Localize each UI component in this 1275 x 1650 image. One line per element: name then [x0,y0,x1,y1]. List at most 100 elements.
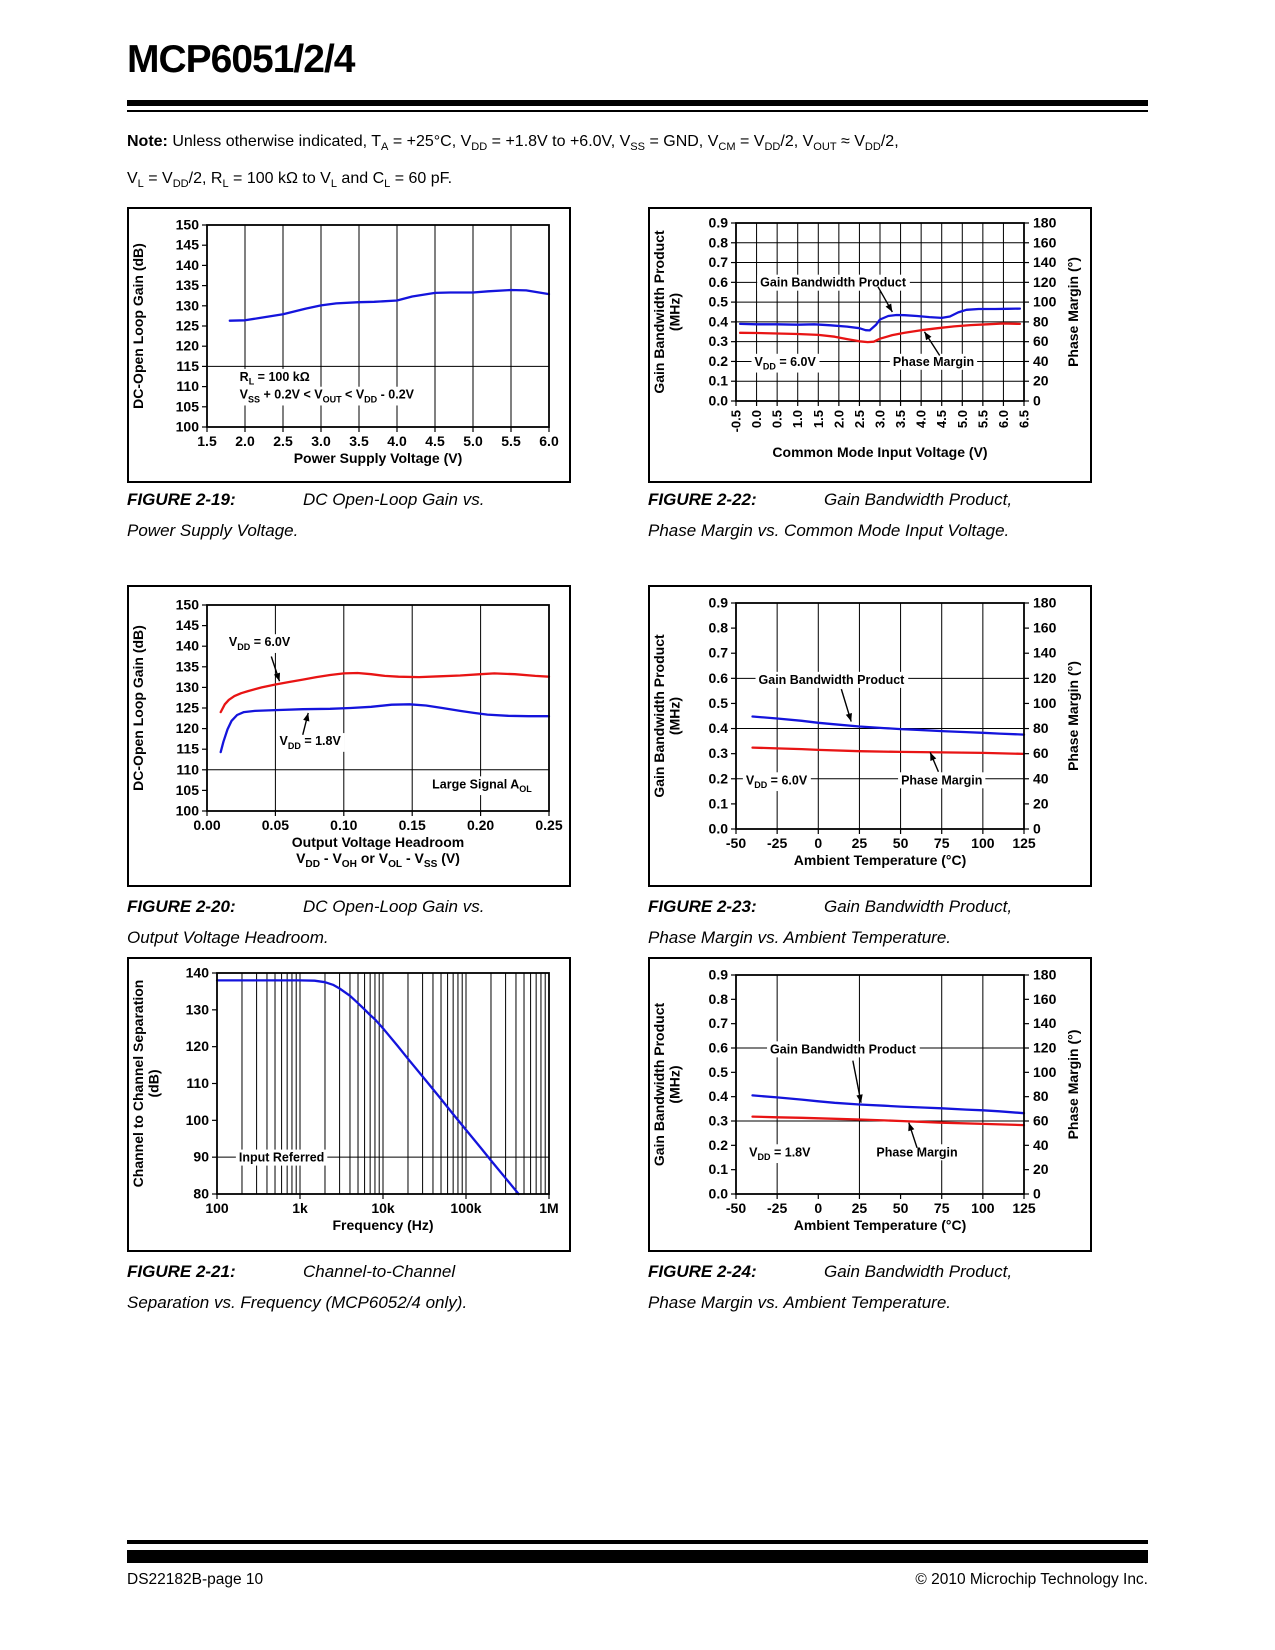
svg-text:Output Voltage Headroom: Output Voltage Headroom [292,834,464,850]
svg-text:Phase Margin: Phase Margin [876,1145,957,1159]
svg-text:2.5: 2.5 [852,410,867,428]
figure-caption-2-20: FIGURE 2-20: DC Open-Loop Gain vs. Output… [127,891,499,953]
svg-text:(MHz): (MHz) [667,697,683,735]
svg-text:Phase Margin (°): Phase Margin (°) [1065,257,1081,367]
svg-text:5.0: 5.0 [955,410,970,428]
svg-text:120: 120 [1033,1040,1057,1056]
svg-text:Gain Bandwidth Product: Gain Bandwidth Product [651,230,667,394]
svg-text:50: 50 [893,835,909,851]
svg-text:VDD = 6.0V: VDD = 6.0V [746,773,808,790]
svg-text:0.5: 0.5 [770,410,785,428]
figure-caption-2-22: FIGURE 2-22: Gain Bandwidth Product, Phas… [648,484,1020,546]
svg-text:DC-Open Loop Gain (dB): DC-Open Loop Gain (dB) [130,625,146,791]
svg-text:105: 105 [176,782,200,798]
svg-text:6.5: 6.5 [1017,410,1032,428]
svg-text:100: 100 [176,803,200,819]
svg-text:125: 125 [176,318,200,334]
chart-channel-separation-vs-frequency: 100 1k 10k 100k 1M 80 90 100 110 120 130 140 Frequen… [129,959,569,1246]
svg-text:0.6: 0.6 [709,1040,729,1056]
svg-text:110: 110 [186,1075,209,1091]
svg-text:140: 140 [1033,645,1057,661]
svg-text:0.4: 0.4 [709,720,729,736]
svg-text:4.5: 4.5 [934,410,949,428]
svg-text:135: 135 [176,277,200,293]
svg-text:0.9: 0.9 [709,967,729,983]
svg-text:100: 100 [1033,1064,1057,1080]
svg-text:140: 140 [176,638,200,654]
figure-2-20-chart: 0.00 0.05 0.10 0.15 0.20 0.25 100 105 110 115 120 1… [127,585,571,887]
svg-text:0.3: 0.3 [709,1113,729,1129]
svg-text:2.0: 2.0 [235,433,255,449]
svg-text:Gain Bandwidth Product: Gain Bandwidth Product [651,634,667,798]
svg-text:100: 100 [176,419,200,435]
svg-text:(MHz): (MHz) [667,1065,683,1103]
svg-text:Gain Bandwidth Product: Gain Bandwidth Product [760,276,907,290]
svg-text:0.0: 0.0 [749,410,764,428]
svg-text:VDD = 1.8V: VDD = 1.8V [280,734,342,751]
svg-text:100k: 100k [450,1200,481,1216]
figure-desc: Channel-to-Channel Separation vs. Freque… [127,1262,468,1312]
svg-text:0.8: 0.8 [709,234,729,250]
svg-text:4.5: 4.5 [425,433,445,449]
chart-dc-open-loop-gain-vs-supply: 1.5 2.0 2.5 3.0 3.5 4.0 4.5 5.0 5.5 6.0 100 105 110 1… [129,209,569,477]
svg-text:120: 120 [186,1038,210,1054]
svg-text:0.8: 0.8 [709,991,729,1007]
svg-text:20: 20 [1033,795,1049,811]
svg-text:0.7: 0.7 [709,1015,729,1031]
svg-text:0.0: 0.0 [709,1186,729,1202]
svg-text:Gain Bandwidth Product: Gain Bandwidth Product [651,1003,667,1167]
svg-text:20: 20 [1033,1161,1049,1177]
svg-text:5.0: 5.0 [463,433,483,449]
svg-text:115: 115 [176,741,199,757]
page-title: MCP6051/2/4 [127,38,355,81]
svg-text:(MHz): (MHz) [667,293,683,331]
figure-2-19-chart: 1.5 2.0 2.5 3.0 3.5 4.0 4.5 5.0 5.5 6.0 100 105 110 1… [127,207,571,483]
svg-text:0.4: 0.4 [709,1088,729,1104]
svg-text:0.1: 0.1 [709,795,729,811]
figure-desc: DC Open-Loop Gain vs. Output Voltage Hea… [127,897,485,947]
svg-text:0: 0 [1033,393,1041,409]
svg-text:Common Mode Input Voltage (V): Common Mode Input Voltage (V) [772,444,987,460]
svg-text:VSS + 0.2V < VOUT < VDD - 0.2V: VSS + 0.2V < VOUT < VDD - 0.2V [240,388,415,405]
svg-text:0.6: 0.6 [709,670,729,686]
svg-text:120: 120 [176,720,200,736]
svg-text:100: 100 [186,1112,210,1128]
svg-text:110: 110 [176,378,199,394]
svg-text:130: 130 [176,297,200,313]
svg-text:Phase Margin: Phase Margin [893,355,974,369]
footer: DS22182B-page 10 © 2010 Microchip Techno… [127,1571,1148,1589]
svg-text:Phase Margin (°): Phase Margin (°) [1065,661,1081,771]
svg-text:0.5: 0.5 [709,1064,729,1080]
svg-text:5.5: 5.5 [975,410,990,428]
svg-text:0.4: 0.4 [709,313,729,329]
figure-caption-2-21: FIGURE 2-21: Channel-to-Channel Separatio… [127,1256,499,1318]
svg-text:90: 90 [193,1149,209,1165]
svg-text:DC-Open Loop Gain (dB): DC-Open Loop Gain (dB) [130,243,146,409]
figure-2-23-chart: -50 -25 0 25 50 75 100 125 0.0 0.1 0.2 0.3 0.4 0.5 0.6… [648,585,1092,887]
svg-text:Gain Bandwidth Product: Gain Bandwidth Product [770,1042,917,1056]
footer-rule-thick [127,1550,1148,1563]
svg-text:80: 80 [1033,720,1049,736]
svg-text:40: 40 [1033,353,1049,369]
svg-text:0.5: 0.5 [709,695,729,711]
svg-text:120: 120 [1033,670,1057,686]
figure-caption-2-24: FIGURE 2-24: Gain Bandwidth Product, Phas… [648,1256,1020,1318]
figure-label: FIGURE 2-23: [648,897,757,916]
svg-text:Phase Margin: Phase Margin [901,773,982,787]
svg-text:100: 100 [971,835,995,851]
svg-text:25: 25 [852,835,868,851]
svg-text:3.5: 3.5 [349,433,369,449]
svg-text:140: 140 [1033,1015,1057,1031]
svg-text:0.5: 0.5 [709,294,729,310]
svg-text:0.0: 0.0 [709,393,729,409]
svg-text:180: 180 [1033,215,1057,231]
svg-text:20: 20 [1033,373,1049,389]
svg-text:VDD = 6.0V: VDD = 6.0V [755,355,817,372]
svg-text:180: 180 [1033,967,1057,983]
svg-text:40: 40 [1033,770,1049,786]
footer-rule-thin [127,1540,1148,1544]
svg-text:10k: 10k [371,1200,395,1216]
figure-2-22-chart: -0.5 0.0 0.5 1.0 1.5 2.0 2.5 3.0 3.5 4.0 4.5 5.0 5.5… [648,207,1092,483]
svg-text:80: 80 [1033,1088,1049,1104]
